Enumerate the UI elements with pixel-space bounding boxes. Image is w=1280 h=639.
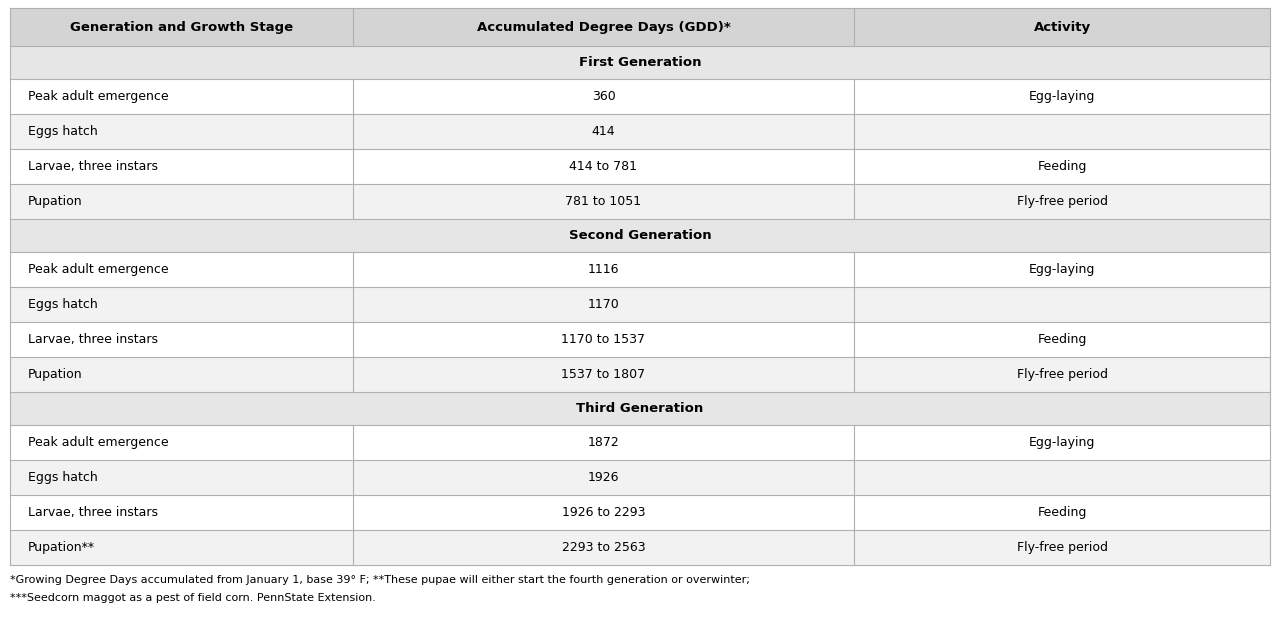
Bar <box>10 357 353 392</box>
Bar <box>854 495 1270 530</box>
Text: Feeding: Feeding <box>1037 333 1087 346</box>
Text: Accumulated Degree Days (GDD)*: Accumulated Degree Days (GDD)* <box>476 20 731 33</box>
Bar <box>10 460 353 495</box>
Text: Peak adult emergence: Peak adult emergence <box>28 263 169 276</box>
Bar <box>854 252 1270 287</box>
Bar <box>10 392 1270 425</box>
Bar <box>353 252 854 287</box>
Bar <box>353 357 854 392</box>
Text: Larvae, three instars: Larvae, three instars <box>28 333 157 346</box>
Text: Fly-free period: Fly-free period <box>1016 368 1107 381</box>
Bar <box>10 149 353 184</box>
Text: Larvae, three instars: Larvae, three instars <box>28 160 157 173</box>
Bar <box>353 495 854 530</box>
Text: Pupation: Pupation <box>28 195 83 208</box>
Text: 1537 to 1807: 1537 to 1807 <box>562 368 645 381</box>
Bar <box>10 219 1270 252</box>
Text: Egg-laying: Egg-laying <box>1029 263 1096 276</box>
Text: 1170 to 1537: 1170 to 1537 <box>562 333 645 346</box>
Bar <box>10 114 353 149</box>
Bar <box>353 8 854 46</box>
Text: 360: 360 <box>591 90 616 103</box>
Bar <box>854 79 1270 114</box>
Text: Pupation: Pupation <box>28 368 83 381</box>
Text: Larvae, three instars: Larvae, three instars <box>28 506 157 519</box>
Bar <box>10 252 353 287</box>
Bar <box>353 530 854 565</box>
Bar <box>353 287 854 322</box>
Text: Eggs hatch: Eggs hatch <box>28 298 97 311</box>
Bar <box>10 79 353 114</box>
Bar <box>353 184 854 219</box>
Text: Second Generation: Second Generation <box>568 229 712 242</box>
Bar <box>10 530 353 565</box>
Bar <box>353 114 854 149</box>
Bar <box>854 460 1270 495</box>
Text: Feeding: Feeding <box>1037 506 1087 519</box>
Bar <box>353 149 854 184</box>
Text: Pupation**: Pupation** <box>28 541 95 554</box>
Text: Egg-laying: Egg-laying <box>1029 90 1096 103</box>
Bar <box>10 287 353 322</box>
Bar <box>854 287 1270 322</box>
Text: 414 to 781: 414 to 781 <box>570 160 637 173</box>
Bar <box>10 322 353 357</box>
Text: Generation and Growth Stage: Generation and Growth Stage <box>70 20 293 33</box>
Text: ***Seedcorn maggot as a pest of field corn. PennState Extension.: ***Seedcorn maggot as a pest of field co… <box>10 593 376 603</box>
Text: First Generation: First Generation <box>579 56 701 69</box>
Bar <box>854 530 1270 565</box>
Text: 1872: 1872 <box>588 436 620 449</box>
Bar <box>854 149 1270 184</box>
Text: 1926: 1926 <box>588 471 620 484</box>
Bar <box>854 114 1270 149</box>
Text: Third Generation: Third Generation <box>576 402 704 415</box>
Bar <box>353 460 854 495</box>
Bar <box>854 8 1270 46</box>
Bar <box>10 8 353 46</box>
Text: 414: 414 <box>591 125 616 138</box>
Text: 1116: 1116 <box>588 263 620 276</box>
Text: Eggs hatch: Eggs hatch <box>28 125 97 138</box>
Bar <box>353 322 854 357</box>
Text: Fly-free period: Fly-free period <box>1016 541 1107 554</box>
Bar <box>10 425 353 460</box>
Bar <box>854 425 1270 460</box>
Text: Peak adult emergence: Peak adult emergence <box>28 90 169 103</box>
Bar <box>353 425 854 460</box>
Bar <box>353 79 854 114</box>
Text: Feeding: Feeding <box>1037 160 1087 173</box>
Text: Peak adult emergence: Peak adult emergence <box>28 436 169 449</box>
Text: Eggs hatch: Eggs hatch <box>28 471 97 484</box>
Text: Activity: Activity <box>1033 20 1091 33</box>
Text: 781 to 1051: 781 to 1051 <box>566 195 641 208</box>
Text: 2293 to 2563: 2293 to 2563 <box>562 541 645 554</box>
Text: Fly-free period: Fly-free period <box>1016 195 1107 208</box>
Text: 1170: 1170 <box>588 298 620 311</box>
Text: 1926 to 2293: 1926 to 2293 <box>562 506 645 519</box>
Bar <box>10 495 353 530</box>
Text: *Growing Degree Days accumulated from January 1, base 39° F; **These pupae will : *Growing Degree Days accumulated from Ja… <box>10 575 750 585</box>
Bar <box>854 322 1270 357</box>
Bar <box>10 184 353 219</box>
Bar <box>854 184 1270 219</box>
Bar <box>854 357 1270 392</box>
Bar <box>10 46 1270 79</box>
Text: Egg-laying: Egg-laying <box>1029 436 1096 449</box>
